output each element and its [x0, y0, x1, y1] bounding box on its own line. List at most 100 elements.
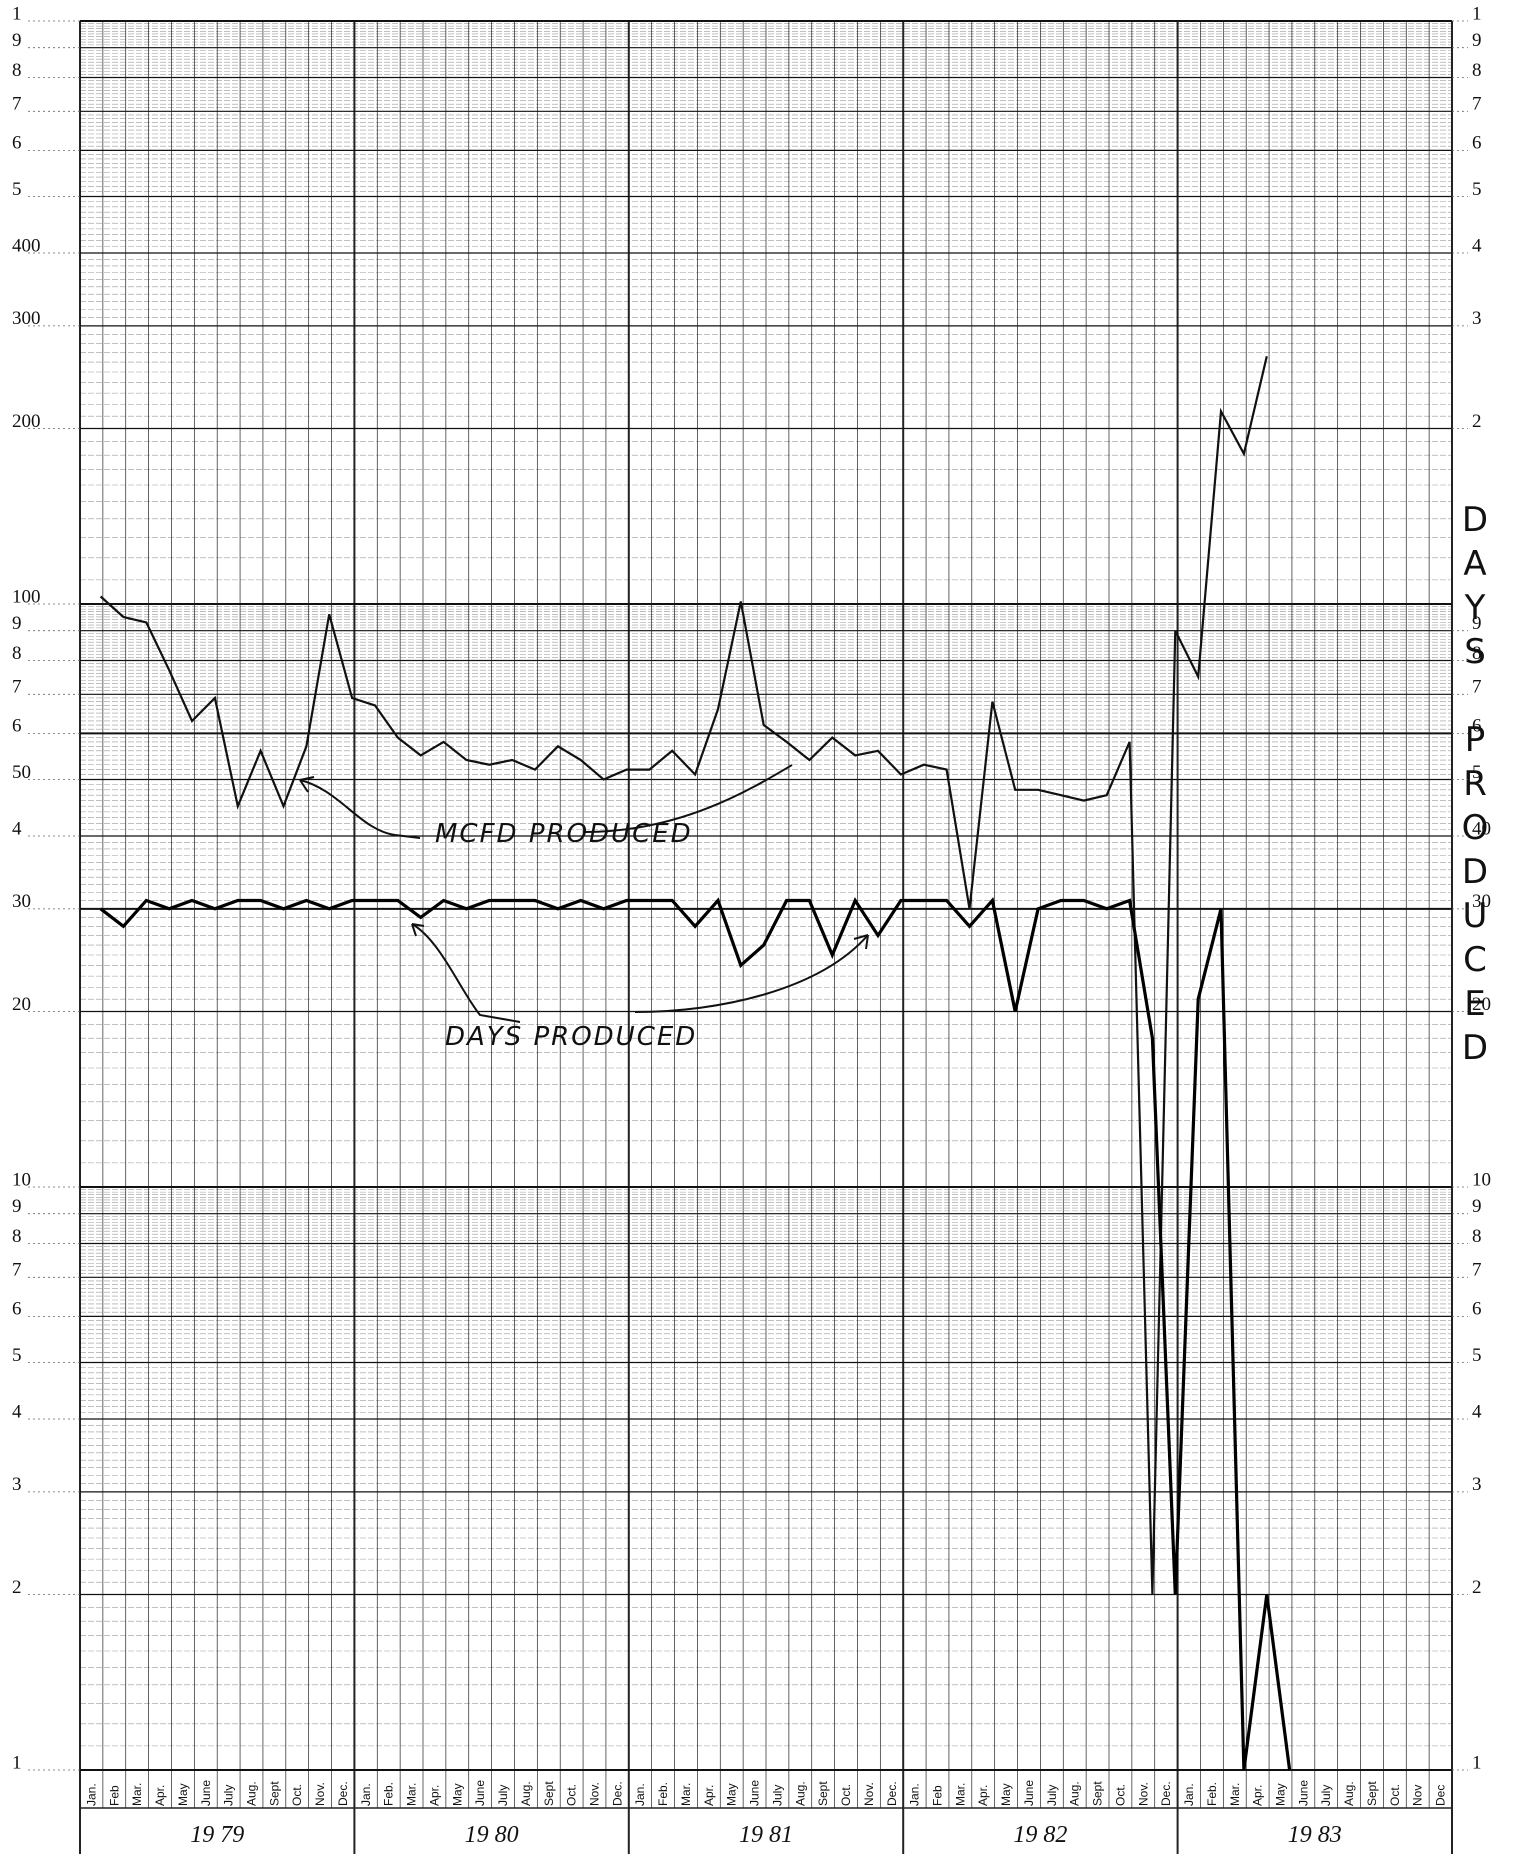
x-tick-label: May: [176, 1783, 190, 1806]
y2-tick-label: 1: [1472, 3, 1482, 24]
year-label: 19 82: [1013, 1822, 1067, 1848]
x-tick-label: Aug.: [519, 1781, 533, 1806]
x-tick-label: Feb: [107, 1785, 121, 1806]
annotation: DAYS PRODUCED: [445, 1022, 697, 1052]
x-tick-label: Dec.: [336, 1781, 350, 1806]
x-tick-label: Mar.: [130, 1783, 144, 1806]
x-tick-label: Apr.: [976, 1785, 990, 1806]
annotation-arrow: [584, 764, 793, 833]
x-tick-label: Mar.: [679, 1783, 693, 1806]
x-tick-label: May: [725, 1783, 739, 1806]
x-tick-label: Feb.: [656, 1782, 670, 1806]
x-tick-label: Oct.: [565, 1784, 579, 1806]
y2-tick-label: 2: [1472, 411, 1482, 432]
y2-tick-label: 2: [1472, 1577, 1482, 1598]
x-tick-label: Apr.: [1251, 1785, 1265, 1806]
year-label: 19 80: [465, 1822, 519, 1848]
x-tick-label: Mar.: [1228, 1783, 1242, 1806]
x-tick-label: June: [1296, 1780, 1310, 1806]
y-tick-label: 5: [12, 1345, 22, 1366]
x-tick-label: June: [473, 1780, 487, 1806]
year-label: 19 83: [1288, 1822, 1342, 1848]
annotation-arrow: [634, 934, 869, 1013]
y-tick-label: 20: [12, 994, 31, 1015]
x-tick-label: June: [748, 1780, 762, 1806]
x-tick-label: May: [1274, 1783, 1288, 1806]
x-tick-label: Mar.: [405, 1783, 419, 1806]
y2-tick-label: 4: [1472, 1401, 1482, 1422]
y2-tick-label: 4: [1472, 235, 1482, 256]
year-label: 19 79: [190, 1822, 244, 1848]
y-tick-label: 6: [12, 133, 22, 154]
y2-tick-label: 7: [1472, 94, 1482, 115]
x-tick-label: May: [999, 1783, 1013, 1806]
x-tick-label: Jan.: [1182, 1783, 1196, 1806]
x-tick-label: Nov: [1411, 1785, 1425, 1806]
x-tick-label: Nov.: [313, 1782, 327, 1806]
y2-tick-label: 9: [1472, 30, 1482, 51]
x-tick-label: Nov.: [1136, 1782, 1150, 1806]
x-tick-label: Feb.: [382, 1782, 396, 1806]
x-tick-label: Jan.: [633, 1783, 647, 1806]
x-tick-label: Nov.: [862, 1782, 876, 1806]
x-tick-label: Sept: [816, 1781, 830, 1806]
x-tick-label: Apr.: [153, 1785, 167, 1806]
x-tick-label: Aug.: [793, 1781, 807, 1806]
x-tick-label: June: [1022, 1780, 1036, 1806]
x-tick-label: Dec.: [610, 1781, 624, 1806]
x-tick-label: Oct.: [1388, 1784, 1402, 1806]
x-tick-label: Sept: [542, 1781, 556, 1806]
x-tick-label: July: [770, 1785, 784, 1806]
y2-tick-label: 20: [1472, 994, 1491, 1015]
x-tick-label: Oct.: [839, 1784, 853, 1806]
x-tick-label: Sept: [267, 1781, 281, 1806]
x-tick-label: Sept: [1365, 1781, 1379, 1806]
y2-tick-label: 7: [1472, 677, 1482, 698]
y2-tick-label: 5: [1472, 179, 1482, 200]
y2-tick-label: 10: [1472, 1169, 1491, 1190]
y-tick-label: 9: [12, 1196, 22, 1217]
y2-tick-label: 30: [1472, 891, 1491, 912]
y2-title: DAYS PRODUCED: [1455, 500, 1495, 1072]
y-tick-label: 3: [12, 1474, 22, 1495]
y2-tick-label: 9: [1472, 613, 1482, 634]
x-tick-label: Nov.: [588, 1782, 602, 1806]
y-tick-label: 5: [12, 179, 22, 200]
y2-tick-label: 5: [1472, 762, 1482, 783]
x-tick-label: Mar.: [953, 1783, 967, 1806]
y2-tick-label: 6: [1472, 1299, 1482, 1320]
x-tick-label: Dec.: [1159, 1781, 1173, 1806]
y-tick-label: 50: [12, 762, 31, 783]
x-tick-label: Apr.: [427, 1785, 441, 1806]
series-line: [99, 897, 1292, 1771]
y-tick-label: 8: [12, 1226, 22, 1247]
y2-tick-label: 8: [1472, 60, 1482, 81]
y2-tick-label: 3: [1472, 308, 1482, 329]
x-tick-label: Jan.: [359, 1783, 373, 1806]
x-tick-label: Sept: [1091, 1781, 1105, 1806]
y-tick-label: 30: [12, 891, 31, 912]
y-tick-label: 7: [12, 1260, 22, 1281]
series-line: [99, 356, 1268, 1595]
x-tick-label: Dec.: [885, 1781, 899, 1806]
annotation: MCFD PRODUCED: [435, 819, 693, 849]
y2-tick-label: 5: [1472, 1345, 1482, 1366]
grid: [79, 20, 1453, 1854]
y-tick-label: 7: [12, 677, 22, 698]
y2-tick-label: 8: [1472, 643, 1482, 664]
x-tick-label: Aug.: [245, 1781, 259, 1806]
y-tick-label: 400: [12, 235, 41, 256]
y2-tick-label: 6: [1472, 133, 1482, 154]
y-tick-label: 6: [12, 1299, 22, 1320]
x-tick-label: June: [199, 1780, 213, 1806]
y-tick-label: 8: [12, 643, 22, 664]
y2-tick-label: 3: [1472, 1474, 1482, 1495]
y-tick-label: 1: [12, 3, 22, 24]
y-tick-label: 9: [12, 30, 22, 51]
arrow-head: [299, 776, 315, 793]
y-tick-label: 9: [12, 613, 22, 634]
y-tick-label: 4: [12, 1401, 22, 1422]
x-tick-label: July: [1319, 1785, 1333, 1806]
x-tick-label: May: [450, 1783, 464, 1806]
